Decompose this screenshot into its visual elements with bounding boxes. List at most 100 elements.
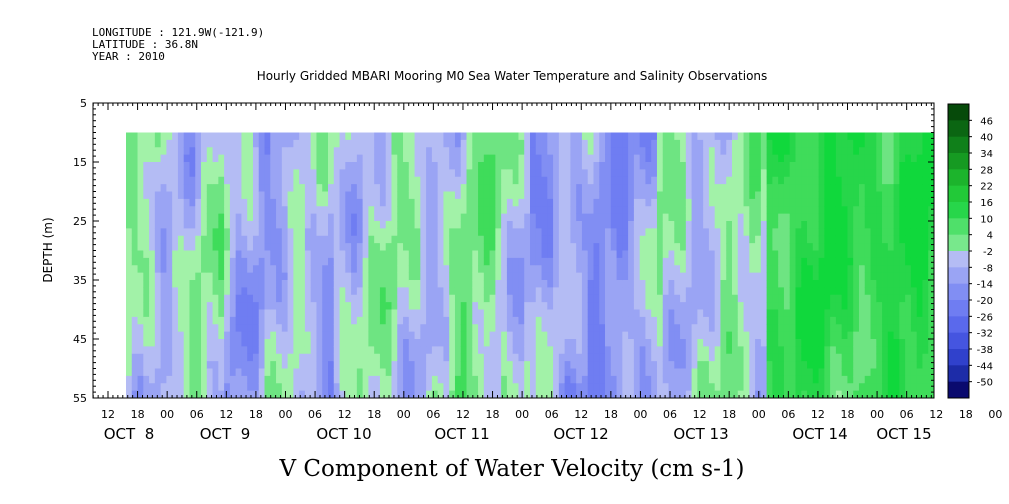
heatmap-cell (760, 221, 768, 229)
heatmap-cell (830, 191, 837, 200)
heatmap-cell (576, 132, 583, 141)
heatmap-cell (899, 250, 906, 259)
heatmap-cell (685, 184, 692, 192)
heatmap-cell (333, 346, 340, 355)
heatmap-cell (270, 361, 277, 369)
heatmap-cell (847, 331, 854, 340)
heatmap-cell (333, 383, 340, 392)
heatmap-cell (812, 272, 819, 281)
heatmap-cell (530, 235, 537, 244)
heatmap-cell (778, 383, 785, 392)
heatmap-cell (639, 272, 646, 281)
heatmap-cell (858, 309, 866, 318)
heatmap-cell (443, 176, 450, 185)
heatmap-cell (743, 228, 750, 237)
heatmap-cell (304, 265, 312, 274)
heatmap-cell (541, 287, 548, 296)
heatmap-cell (472, 339, 479, 347)
heatmap-cell (807, 139, 814, 148)
heatmap-cell (870, 339, 877, 347)
heatmap-cell (893, 324, 900, 333)
heatmap-cell (131, 280, 138, 288)
heatmap-cell (628, 250, 635, 259)
heatmap-cell (431, 206, 439, 215)
heatmap-cell (391, 361, 398, 369)
heatmap-cell (587, 147, 594, 156)
heatmap-cell (662, 353, 669, 362)
heatmap-cell (201, 184, 208, 192)
heatmap-cell (760, 243, 768, 251)
heatmap-cell (333, 368, 340, 377)
heatmap-cell (126, 287, 133, 296)
heatmap-cell (622, 257, 629, 266)
heatmap-cell (801, 287, 808, 296)
heatmap-cell (351, 132, 358, 141)
heatmap-cell (858, 324, 866, 333)
heatmap-cell (587, 272, 594, 281)
heatmap-cell (558, 243, 566, 251)
heatmap-cell (737, 368, 744, 377)
heatmap-cell (905, 213, 912, 222)
heatmap-cell (454, 346, 462, 355)
heatmap-cell (732, 139, 739, 148)
heatmap-cell (662, 346, 669, 355)
heatmap-cell (281, 139, 288, 148)
heatmap-cell (853, 213, 860, 222)
heatmap-cell (749, 294, 756, 303)
heatmap-cell (639, 139, 646, 148)
heatmap-cell (743, 257, 750, 266)
heatmap-cell (628, 147, 635, 156)
heatmap-cell (656, 390, 664, 399)
heatmap-cell (587, 265, 594, 274)
heatmap-cell (437, 331, 444, 340)
heatmap-cell (610, 324, 617, 333)
heatmap-cell (287, 287, 294, 296)
heatmap-cell (501, 235, 508, 244)
heatmap-cell (599, 147, 606, 156)
heatmap-cell (506, 390, 514, 399)
heatmap-cell (489, 368, 496, 377)
heatmap-cell (703, 176, 710, 185)
heatmap-cell (807, 294, 814, 303)
heatmap-cell (229, 206, 237, 215)
heatmap-cell (322, 154, 329, 163)
heatmap-cell (160, 169, 167, 178)
heatmap-cell (558, 132, 566, 141)
heatmap-cell (899, 324, 906, 333)
heatmap-cell (310, 361, 317, 369)
heatmap-cell (454, 257, 462, 266)
heatmap-cell (501, 139, 508, 148)
heatmap-cell (310, 265, 317, 274)
heatmap-cell (431, 250, 439, 259)
heatmap-cell (581, 324, 589, 333)
heatmap-cell (703, 228, 710, 237)
heatmap-cell (293, 272, 300, 281)
heatmap-cell (506, 309, 514, 318)
heatmap-cell (160, 294, 167, 303)
heatmap-cell (910, 265, 918, 274)
heatmap-cell (766, 309, 773, 318)
heatmap-cell (772, 316, 779, 325)
heatmap-cell (905, 361, 912, 369)
heatmap-cell (431, 162, 439, 170)
heatmap-cell (916, 132, 923, 141)
heatmap-cell (235, 132, 242, 141)
heatmap-cell (166, 287, 173, 296)
heatmap-cell (680, 243, 687, 251)
heatmap-cell (201, 316, 208, 325)
heatmap-cell (172, 287, 179, 296)
heatmap-cell (864, 294, 871, 303)
heatmap-cell (345, 346, 352, 355)
heatmap-cell (518, 191, 525, 200)
heatmap-cell (853, 339, 860, 347)
heatmap-cell (697, 324, 704, 333)
heatmap-cell (426, 132, 433, 141)
heatmap-cell (247, 309, 254, 318)
heatmap-cell (835, 243, 843, 251)
heatmap-cell (755, 390, 762, 399)
heatmap-cell (910, 184, 918, 192)
heatmap-cell (478, 139, 485, 148)
heatmap-cell (558, 265, 566, 274)
heatmap-cell (247, 147, 254, 156)
heatmap-cell (408, 346, 415, 355)
